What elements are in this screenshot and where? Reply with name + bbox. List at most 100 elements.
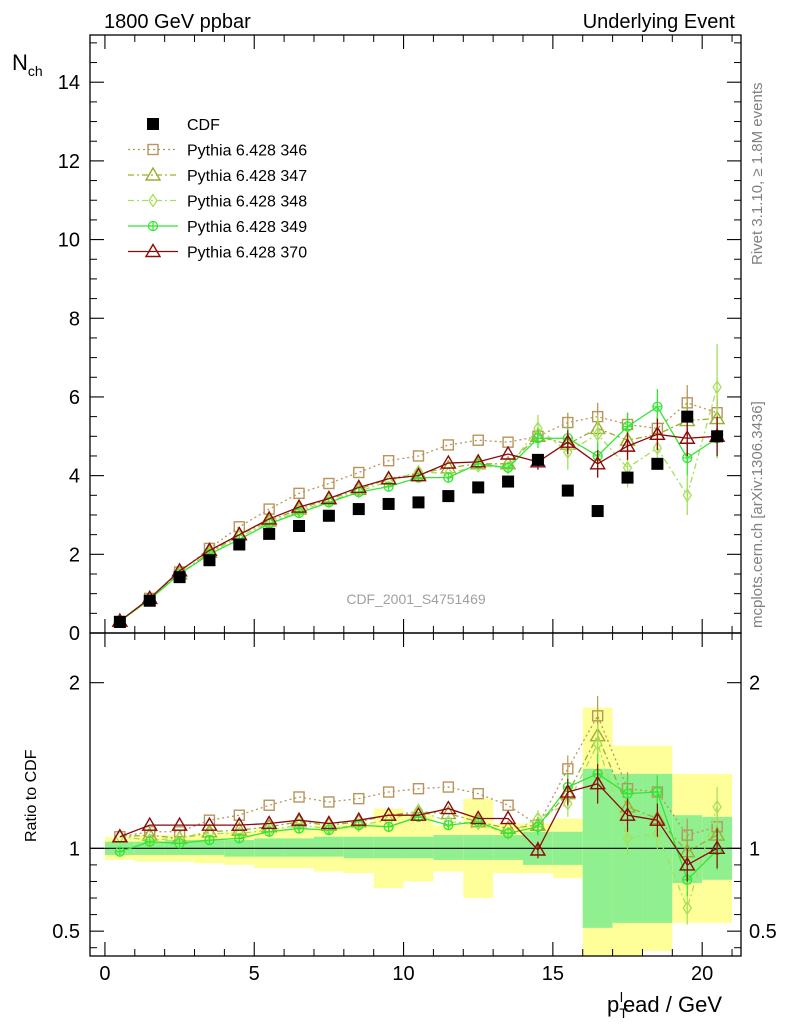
main-series-3 — [115, 343, 722, 629]
legend-label-2: Pythia 6.428 347 — [187, 168, 307, 185]
x-tick-label-15: 15 — [542, 963, 564, 985]
main-y-tick-label-12: 12 — [58, 151, 80, 173]
main-point-1-12 — [472, 434, 484, 446]
main-point-0-8 — [352, 503, 365, 516]
main-point-0-14 — [531, 453, 544, 466]
main-point-1-8 — [353, 466, 365, 479]
ratio-series-4 — [111, 763, 726, 882]
main-point-5-19 — [679, 429, 696, 444]
legend-label-4: Pythia 6.428 349 — [187, 219, 307, 236]
ratio-point-4-9 — [380, 806, 397, 821]
ratio-point-2-15 — [563, 796, 573, 811]
ratio-series-line-1 — [119, 734, 718, 853]
ratio-point-0-9 — [382, 786, 395, 798]
ratio-inner-band-10 — [403, 836, 434, 859]
main-point-0-20 — [711, 430, 724, 443]
main-point-5-11 — [440, 454, 457, 469]
main-series-line-1 — [119, 402, 718, 622]
main-y-tick-label-4: 4 — [69, 466, 80, 488]
ratio-point-3-11 — [443, 819, 454, 831]
legend-label-0: CDF — [187, 117, 220, 134]
main-point-1-7 — [323, 477, 335, 490]
ratio-point-2-8 — [353, 817, 364, 833]
ratio-point-4-19 — [679, 856, 696, 871]
legend-marker-3 — [148, 193, 158, 208]
x-tick-label-0: 0 — [99, 963, 110, 985]
ratio-point-4-10 — [410, 806, 427, 821]
main-y-tick-label-14: 14 — [58, 72, 80, 94]
ratio-series-line-0 — [119, 714, 718, 838]
ratio-uncertainty-bands — [90, 707, 741, 956]
main-y-tick-label-10: 10 — [58, 230, 80, 252]
ratio-point-3-9 — [383, 821, 394, 832]
ratio-point-0-2 — [173, 826, 186, 838]
main-y-axis-label: Nch — [12, 50, 43, 79]
main-point-4-17 — [622, 421, 633, 432]
ratio-point-3-7 — [323, 824, 335, 836]
ratio-inner-band-5 — [254, 838, 285, 857]
ratio-point-4-20 — [708, 839, 726, 855]
ratio-inner-band-6 — [284, 838, 314, 857]
ratio-point-0-4 — [233, 809, 246, 821]
ratio-point-4-1 — [141, 816, 158, 831]
ratio-point-4-17 — [619, 806, 636, 821]
main-y-tick-label-2: 2 — [69, 544, 80, 566]
ratio-point-3-0 — [114, 846, 126, 857]
ratio-inner-band-8 — [343, 836, 374, 859]
analysis-watermark: CDF_2001_S4751469 — [346, 591, 486, 607]
main-point-0-10 — [412, 496, 425, 509]
main-point-0-11 — [442, 490, 455, 503]
ratio-point-0-7 — [323, 796, 335, 808]
main-point-0-2 — [173, 571, 186, 584]
ratio-point-3-14 — [532, 821, 544, 832]
ratio-point-0-12 — [472, 787, 484, 800]
main-point-5-17 — [619, 437, 636, 452]
main-point-0-12 — [472, 481, 485, 494]
ratio-point-0-10 — [412, 783, 425, 795]
main-point-5-7 — [320, 490, 338, 505]
ratio-y-tick-label-0.5: 0.5 — [52, 921, 80, 943]
ratio-point-3-2 — [174, 838, 185, 849]
main-point-0-18 — [651, 457, 664, 470]
legend-marker-1 — [147, 143, 159, 156]
legend-label-1: Pythia 6.428 346 — [187, 143, 307, 160]
ratio-point-3-5 — [264, 826, 275, 837]
ratio-point-4-4 — [231, 816, 248, 831]
legend-marker-5 — [144, 243, 162, 258]
main-point-5-5 — [260, 510, 278, 525]
ratio-point-3-17 — [622, 788, 633, 799]
main-point-0-7 — [322, 509, 335, 522]
x-tick-label-10: 10 — [392, 963, 414, 985]
main-point-5-13 — [499, 445, 517, 460]
main-point-0-1 — [143, 594, 156, 607]
mcplots-label: mcplots.cern.ch [arXiv:1306.3436] — [749, 401, 766, 628]
ratio-y-tick-label-1: 1 — [69, 838, 80, 860]
main-y-tick-label-0: 0 — [69, 623, 80, 645]
ratio-point-4-3 — [201, 816, 218, 831]
ratio-point-3-4 — [234, 833, 245, 844]
main-point-4-6 — [293, 507, 305, 519]
main-point-5-18 — [649, 425, 666, 441]
legend-entry-0: CDF — [147, 117, 220, 134]
main-series-line-5 — [119, 433, 718, 622]
ratio-point-4-2 — [171, 816, 188, 831]
legend-entry-4: Pythia 6.428 349 — [128, 219, 307, 236]
ratio-point-2-17 — [622, 831, 633, 846]
legend-marker-2 — [144, 166, 162, 181]
ratio-point-4-0 — [111, 828, 129, 843]
ratio-inner-band-3 — [194, 840, 225, 855]
ratio-y-tick-label-right-0.5: 0.5 — [749, 921, 777, 943]
main-point-3-15 — [563, 444, 573, 460]
ratio-point-3-1 — [144, 836, 155, 847]
ratio-point-4-7 — [320, 815, 338, 830]
ratio-point-4-11 — [440, 800, 457, 815]
legend: CDF Pythia 6.428 346 Pythia 6.428 347 Pythi… — [128, 117, 307, 262]
ratio-point-4-18 — [649, 811, 666, 826]
x-tick-label-5: 5 — [249, 963, 260, 985]
ratio-point-2-18 — [652, 826, 663, 841]
ratio-point-3-3 — [204, 834, 215, 846]
ratio-point-4-16 — [589, 775, 606, 790]
ratio-point-4-6 — [290, 811, 308, 826]
